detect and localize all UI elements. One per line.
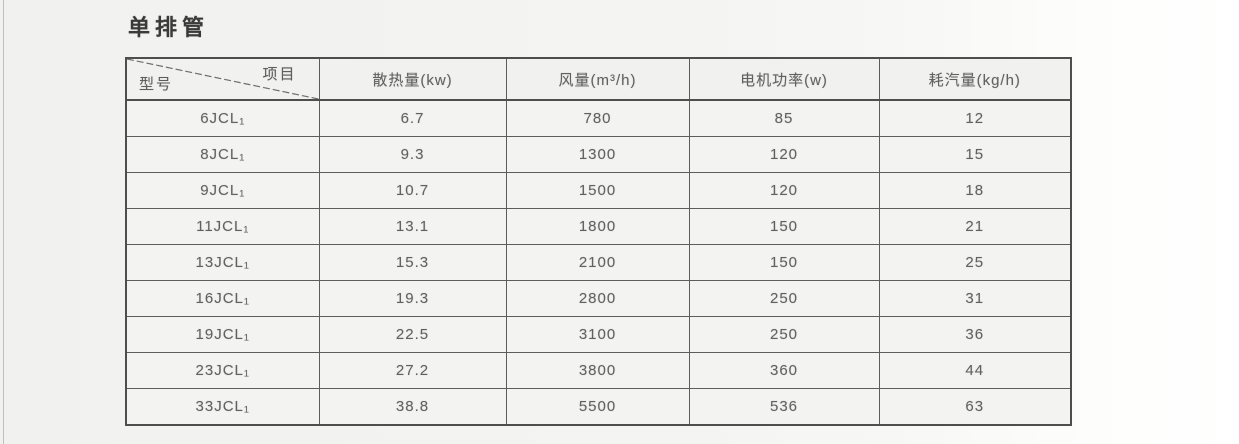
steam-cell: 18 bbox=[878, 172, 1072, 209]
heat-cell: 9.3 bbox=[318, 136, 507, 173]
table-row: 8JCL₁ 9.3 1300 120 15 bbox=[125, 136, 1072, 173]
heat-cell: 22.5 bbox=[318, 316, 507, 353]
steam-cell: 12 bbox=[878, 99, 1072, 137]
steam-cell: 21 bbox=[878, 208, 1072, 245]
air-cell: 1500 bbox=[505, 172, 690, 209]
corner-label-model: 型号 bbox=[139, 76, 174, 93]
power-cell: 250 bbox=[688, 280, 880, 317]
model-cell: 6JCL₁ bbox=[125, 99, 320, 137]
heat-cell: 27.2 bbox=[318, 352, 507, 389]
air-cell: 2800 bbox=[505, 280, 690, 317]
heat-cell: 38.8 bbox=[318, 388, 507, 426]
heat-cell: 13.1 bbox=[318, 208, 507, 245]
header-row: 项目 型号 散热量(kw) 风量(m³/h) 电机功率(w) 耗汽量(kg/h) bbox=[125, 57, 1072, 101]
air-cell: 5500 bbox=[505, 388, 690, 426]
diagonal-divider bbox=[127, 59, 318, 99]
steam-cell: 31 bbox=[878, 280, 1072, 317]
air-cell: 3100 bbox=[505, 316, 690, 353]
model-cell: 8JCL₁ bbox=[125, 136, 320, 173]
model-cell: 23JCL₁ bbox=[125, 352, 320, 389]
air-cell: 3800 bbox=[505, 352, 690, 389]
table-row: 9JCL₁ 10.7 1500 120 18 bbox=[125, 172, 1072, 209]
air-cell: 780 bbox=[505, 99, 690, 137]
power-cell: 120 bbox=[688, 172, 880, 209]
scan-edge-line bbox=[3, 0, 4, 444]
steam-cell: 25 bbox=[878, 244, 1072, 281]
corner-cell: 项目 型号 bbox=[125, 57, 320, 101]
steam-cell: 36 bbox=[878, 316, 1072, 353]
column-header-steam: 耗汽量(kg/h) bbox=[878, 57, 1072, 101]
model-cell: 9JCL₁ bbox=[125, 172, 320, 209]
heat-cell: 19.3 bbox=[318, 280, 507, 317]
table-row: 16JCL₁ 19.3 2800 250 31 bbox=[125, 280, 1072, 317]
model-cell: 13JCL₁ bbox=[125, 244, 320, 281]
table-row: 11JCL₁ 13.1 1800 150 21 bbox=[125, 208, 1072, 245]
column-header-air: 风量(m³/h) bbox=[505, 57, 690, 101]
power-cell: 360 bbox=[688, 352, 880, 389]
table-row: 33JCL₁ 38.8 5500 536 63 bbox=[125, 388, 1072, 426]
column-header-power: 电机功率(w) bbox=[688, 57, 880, 101]
model-cell: 11JCL₁ bbox=[125, 208, 320, 245]
page-title: 单排管 bbox=[128, 15, 210, 40]
model-cell: 33JCL₁ bbox=[125, 388, 320, 426]
steam-cell: 15 bbox=[878, 136, 1072, 173]
spec-table: 项目 型号 散热量(kw) 风量(m³/h) 电机功率(w) 耗汽量(kg/h)… bbox=[125, 57, 1072, 426]
column-header-heat: 散热量(kw) bbox=[318, 57, 507, 101]
table-row: 19JCL₁ 22.5 3100 250 36 bbox=[125, 316, 1072, 353]
power-cell: 536 bbox=[688, 388, 880, 426]
power-cell: 120 bbox=[688, 136, 880, 173]
power-cell: 85 bbox=[688, 99, 880, 137]
model-cell: 19JCL₁ bbox=[125, 316, 320, 353]
steam-cell: 63 bbox=[878, 388, 1072, 426]
heat-cell: 6.7 bbox=[318, 99, 507, 137]
heat-cell: 10.7 bbox=[318, 172, 507, 209]
air-cell: 1800 bbox=[505, 208, 690, 245]
air-cell: 1300 bbox=[505, 136, 690, 173]
power-cell: 250 bbox=[688, 316, 880, 353]
air-cell: 2100 bbox=[505, 244, 690, 281]
model-cell: 16JCL₁ bbox=[125, 280, 320, 317]
heat-cell: 15.3 bbox=[318, 244, 507, 281]
power-cell: 150 bbox=[688, 244, 880, 281]
table-row: 13JCL₁ 15.3 2100 150 25 bbox=[125, 244, 1072, 281]
corner-label-item: 项目 bbox=[262, 66, 297, 83]
steam-cell: 44 bbox=[878, 352, 1072, 389]
table-row: 23JCL₁ 27.2 3800 360 44 bbox=[125, 352, 1072, 389]
power-cell: 150 bbox=[688, 208, 880, 245]
table-row: 6JCL₁ 6.7 780 85 12 bbox=[125, 99, 1072, 137]
